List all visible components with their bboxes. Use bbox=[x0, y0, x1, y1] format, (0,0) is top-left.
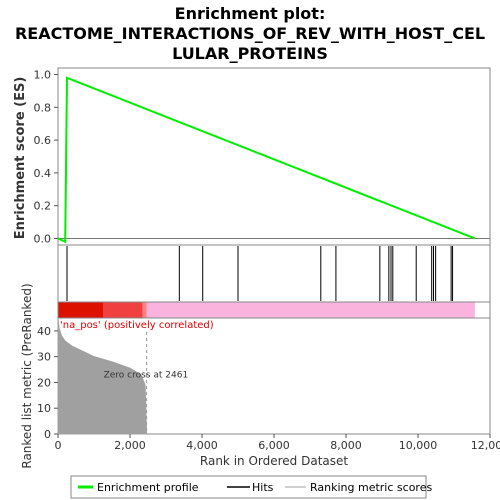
legend-label-enrichment-profile: Enrichment profile bbox=[97, 481, 199, 494]
color-bar-segment bbox=[147, 302, 475, 318]
es-y-tick-label: 1.0 bbox=[34, 69, 52, 82]
legend-label-hits: Hits bbox=[252, 481, 274, 494]
metric-y-tick-label: 40 bbox=[37, 325, 51, 338]
es-y-tick-label: 0.2 bbox=[34, 200, 52, 213]
legend-label-ranking-metric: Ranking metric scores bbox=[310, 481, 432, 494]
es-y-tick-label: 0.4 bbox=[34, 167, 52, 180]
metric-x-tick-label: 2,000 bbox=[114, 439, 146, 452]
metric-y-tick-label: 30 bbox=[37, 351, 51, 364]
metric-x-axis-label: Rank in Ordered Dataset bbox=[200, 454, 348, 468]
hits-frame bbox=[58, 245, 490, 302]
es-y-tick-label: 0.6 bbox=[34, 134, 52, 147]
color-bar-segment bbox=[58, 302, 103, 318]
chart-legend: Enrichment profile Hits Ranking metric s… bbox=[71, 476, 432, 498]
chart-title-line-3: LULAR_PROTEINS bbox=[172, 44, 328, 63]
es-y-tick-label: 0.8 bbox=[34, 101, 52, 114]
hits-panel bbox=[58, 245, 490, 302]
ranking-color-bar bbox=[58, 302, 490, 318]
es-y-tick-label: 0.0 bbox=[34, 232, 52, 245]
metric-y-tick-label: 20 bbox=[37, 376, 51, 389]
color-bar-segment bbox=[103, 302, 143, 318]
chart-title-line-2: REACTOME_INTERACTIONS_OF_REV_WITH_HOST_C… bbox=[15, 24, 485, 43]
zero-cross-annotation: Zero cross at 2461 bbox=[104, 370, 189, 380]
color-bar-segment bbox=[143, 302, 147, 318]
na-pos-label: 'na_pos' (positively correlated) bbox=[60, 320, 214, 331]
metric-x-tick-label: 6,000 bbox=[258, 439, 290, 452]
metric-y-axis-label: Ranked list metric (PreRanked) bbox=[20, 283, 34, 468]
metric-y-tick-label: 10 bbox=[37, 402, 51, 415]
es-y-axis-label: Enrichment score (ES) bbox=[13, 77, 28, 240]
metric-x-tick-label: 4,000 bbox=[186, 439, 218, 452]
metric-x-tick-label: 10,000 bbox=[399, 439, 438, 452]
metric-x-tick-label: 8,000 bbox=[330, 439, 362, 452]
es-panel: 0.0 0.2 0.4 0.6 0.8 1.0 Enrichment score (ES) bbox=[13, 68, 490, 245]
chart-title-line-1: Enrichment plot: bbox=[175, 4, 326, 23]
metric-x-tick-label: 12,000 bbox=[471, 439, 500, 452]
metric-x-tick-label: 0 bbox=[55, 439, 62, 452]
metric-y-tick-label: 0 bbox=[44, 428, 51, 441]
